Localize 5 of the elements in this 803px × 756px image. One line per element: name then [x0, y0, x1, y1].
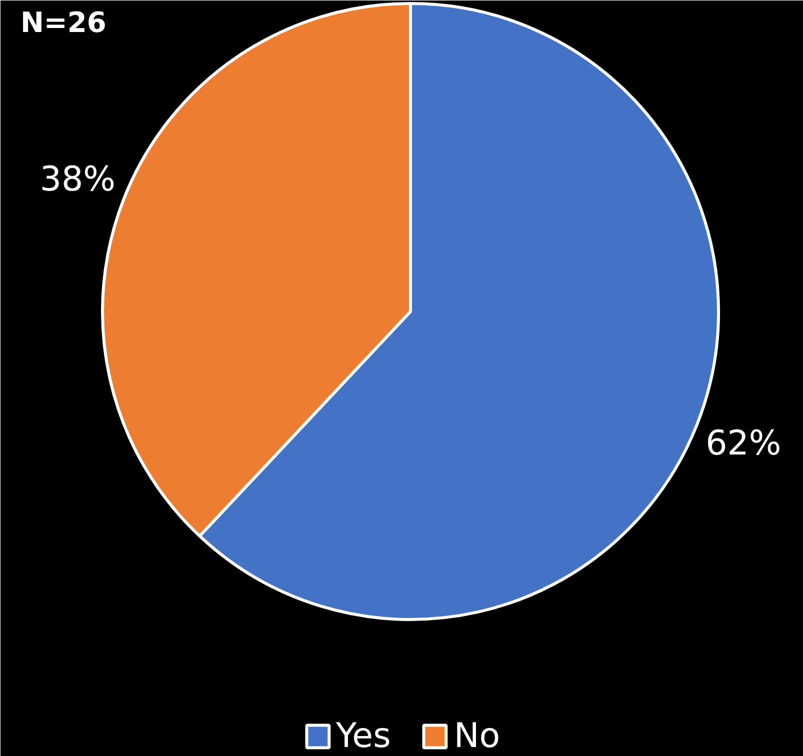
- data-label: 62%: [706, 423, 782, 464]
- legend-label: No: [454, 716, 500, 756]
- legend-label: Yes: [336, 716, 391, 756]
- data-label: 38%: [40, 160, 116, 200]
- chart-title: N=26: [20, 6, 106, 39]
